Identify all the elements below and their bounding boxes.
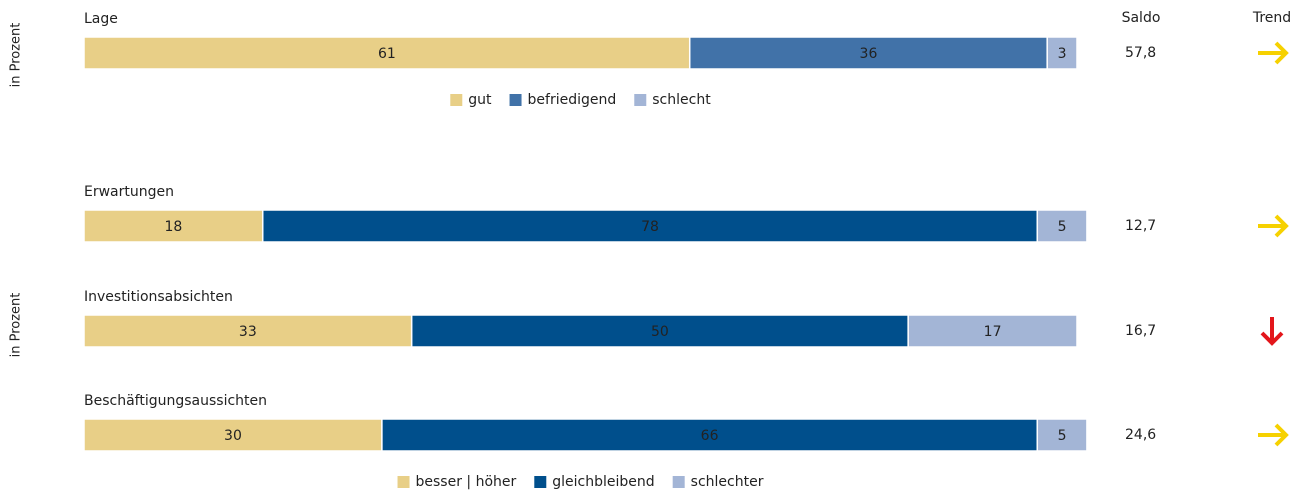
segment-label: 18 — [164, 219, 182, 235]
legend-swatch — [634, 94, 647, 106]
segment-label: 30 — [224, 428, 242, 444]
legend-label: gut — [468, 92, 492, 108]
bar-segment — [688, 36, 1048, 70]
segment-label: 66 — [701, 428, 719, 444]
trend-arrow-path — [1260, 317, 1284, 346]
trend-arrow — [1258, 423, 1289, 447]
legend-label: schlecht — [652, 92, 711, 108]
legend-label: gleichbleibend — [552, 474, 654, 490]
segment-label: 36 — [860, 46, 878, 62]
legend-swatch — [397, 476, 410, 488]
trend-arrow — [1260, 317, 1284, 346]
trend-arrow-path — [1258, 423, 1289, 447]
legend-swatch — [534, 476, 547, 488]
saldo-value: 57,8 — [1125, 45, 1156, 61]
segment-label: 78 — [641, 219, 659, 235]
segment-label: 3 — [1058, 46, 1067, 62]
trend-arrow-path — [1258, 214, 1289, 238]
y-axis-label: in Prozent — [9, 23, 24, 88]
row-label: Investitionsabsichten — [84, 289, 233, 305]
y-axis-label: in Prozent — [9, 293, 24, 358]
row-label: Beschäftigungsaussichten — [84, 393, 267, 409]
segment-label: 50 — [651, 324, 669, 340]
row-label: Erwartungen — [84, 184, 174, 200]
bar-segment — [1036, 418, 1088, 452]
segment-label: 61 — [378, 46, 396, 62]
legend-label: schlechter — [691, 474, 764, 490]
trend-arrow-path — [1258, 41, 1289, 65]
legend-swatch — [509, 94, 522, 106]
trend-arrow — [1258, 214, 1289, 238]
bar-segment — [83, 36, 691, 70]
legend-swatch — [450, 94, 463, 106]
saldo-value: 12,7 — [1125, 218, 1156, 234]
bar-segment — [1036, 209, 1088, 243]
trend-header: Trend — [1252, 10, 1291, 26]
segment-label: 5 — [1058, 219, 1067, 235]
legend-label: befriedigend — [528, 92, 617, 108]
bar-segment — [410, 314, 909, 348]
bar-segment — [83, 418, 383, 452]
row-label: Lage — [84, 11, 118, 27]
saldo-header: Saldo — [1122, 10, 1161, 26]
saldo-value: 24,6 — [1125, 427, 1156, 443]
legend-swatch — [672, 476, 685, 488]
bar-segment — [261, 209, 1039, 243]
bar-segment — [907, 314, 1078, 348]
bar-segment — [1046, 36, 1078, 70]
bar-segment — [83, 314, 413, 348]
trend-arrow — [1258, 41, 1289, 65]
legend-label: besser | höher — [416, 474, 517, 490]
segment-label: 5 — [1058, 428, 1067, 444]
segment-label: 17 — [984, 324, 1002, 340]
segment-label: 33 — [239, 324, 257, 340]
saldo-value: 16,7 — [1125, 323, 1156, 339]
